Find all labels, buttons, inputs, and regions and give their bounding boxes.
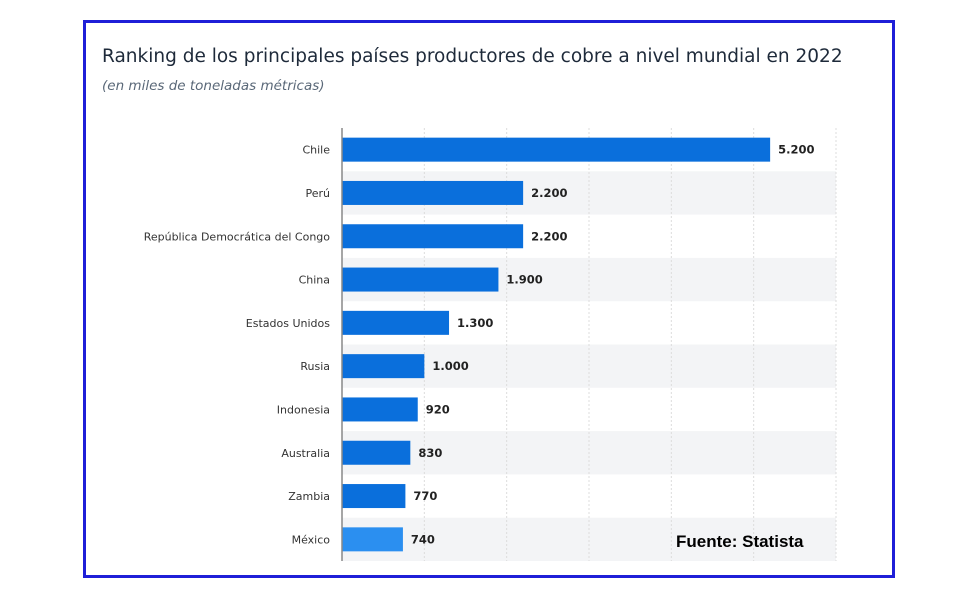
bar [342, 397, 418, 422]
bar [342, 527, 403, 552]
chart-subtitle: (en miles de toneladas métricas) [102, 78, 325, 94]
bar [342, 484, 406, 509]
data-label: 740 [411, 532, 435, 546]
category-label: Australia [281, 447, 330, 460]
category-label: República Democrática del Congo [144, 230, 331, 243]
data-label: 1.000 [432, 359, 468, 373]
bar [342, 137, 771, 162]
category-label: México [292, 533, 331, 546]
category-label: Chile [302, 144, 330, 157]
category-label: Estados Unidos [246, 317, 330, 330]
category-label: Perú [305, 187, 330, 200]
data-label: 770 [413, 489, 437, 503]
bar [342, 310, 450, 335]
bar [342, 354, 425, 379]
data-label: 920 [426, 402, 450, 416]
category-label: Rusia [300, 360, 330, 373]
data-label: 1.900 [506, 273, 542, 287]
chart-title: Ranking de los principales países produc… [102, 46, 843, 67]
category-label: China [299, 274, 330, 287]
bar [342, 440, 411, 465]
bar [342, 180, 524, 205]
data-label: 2.200 [531, 186, 567, 200]
data-label: 830 [418, 446, 442, 460]
category-label: Indonesia [277, 403, 330, 416]
bar [342, 224, 524, 249]
category-label: Zambia [288, 490, 330, 503]
data-label: 1.300 [457, 316, 493, 330]
source-label: Fuente: Statista [676, 532, 804, 551]
data-label: 5.200 [778, 143, 814, 157]
bar [342, 267, 499, 292]
data-label: 2.200 [531, 229, 567, 243]
